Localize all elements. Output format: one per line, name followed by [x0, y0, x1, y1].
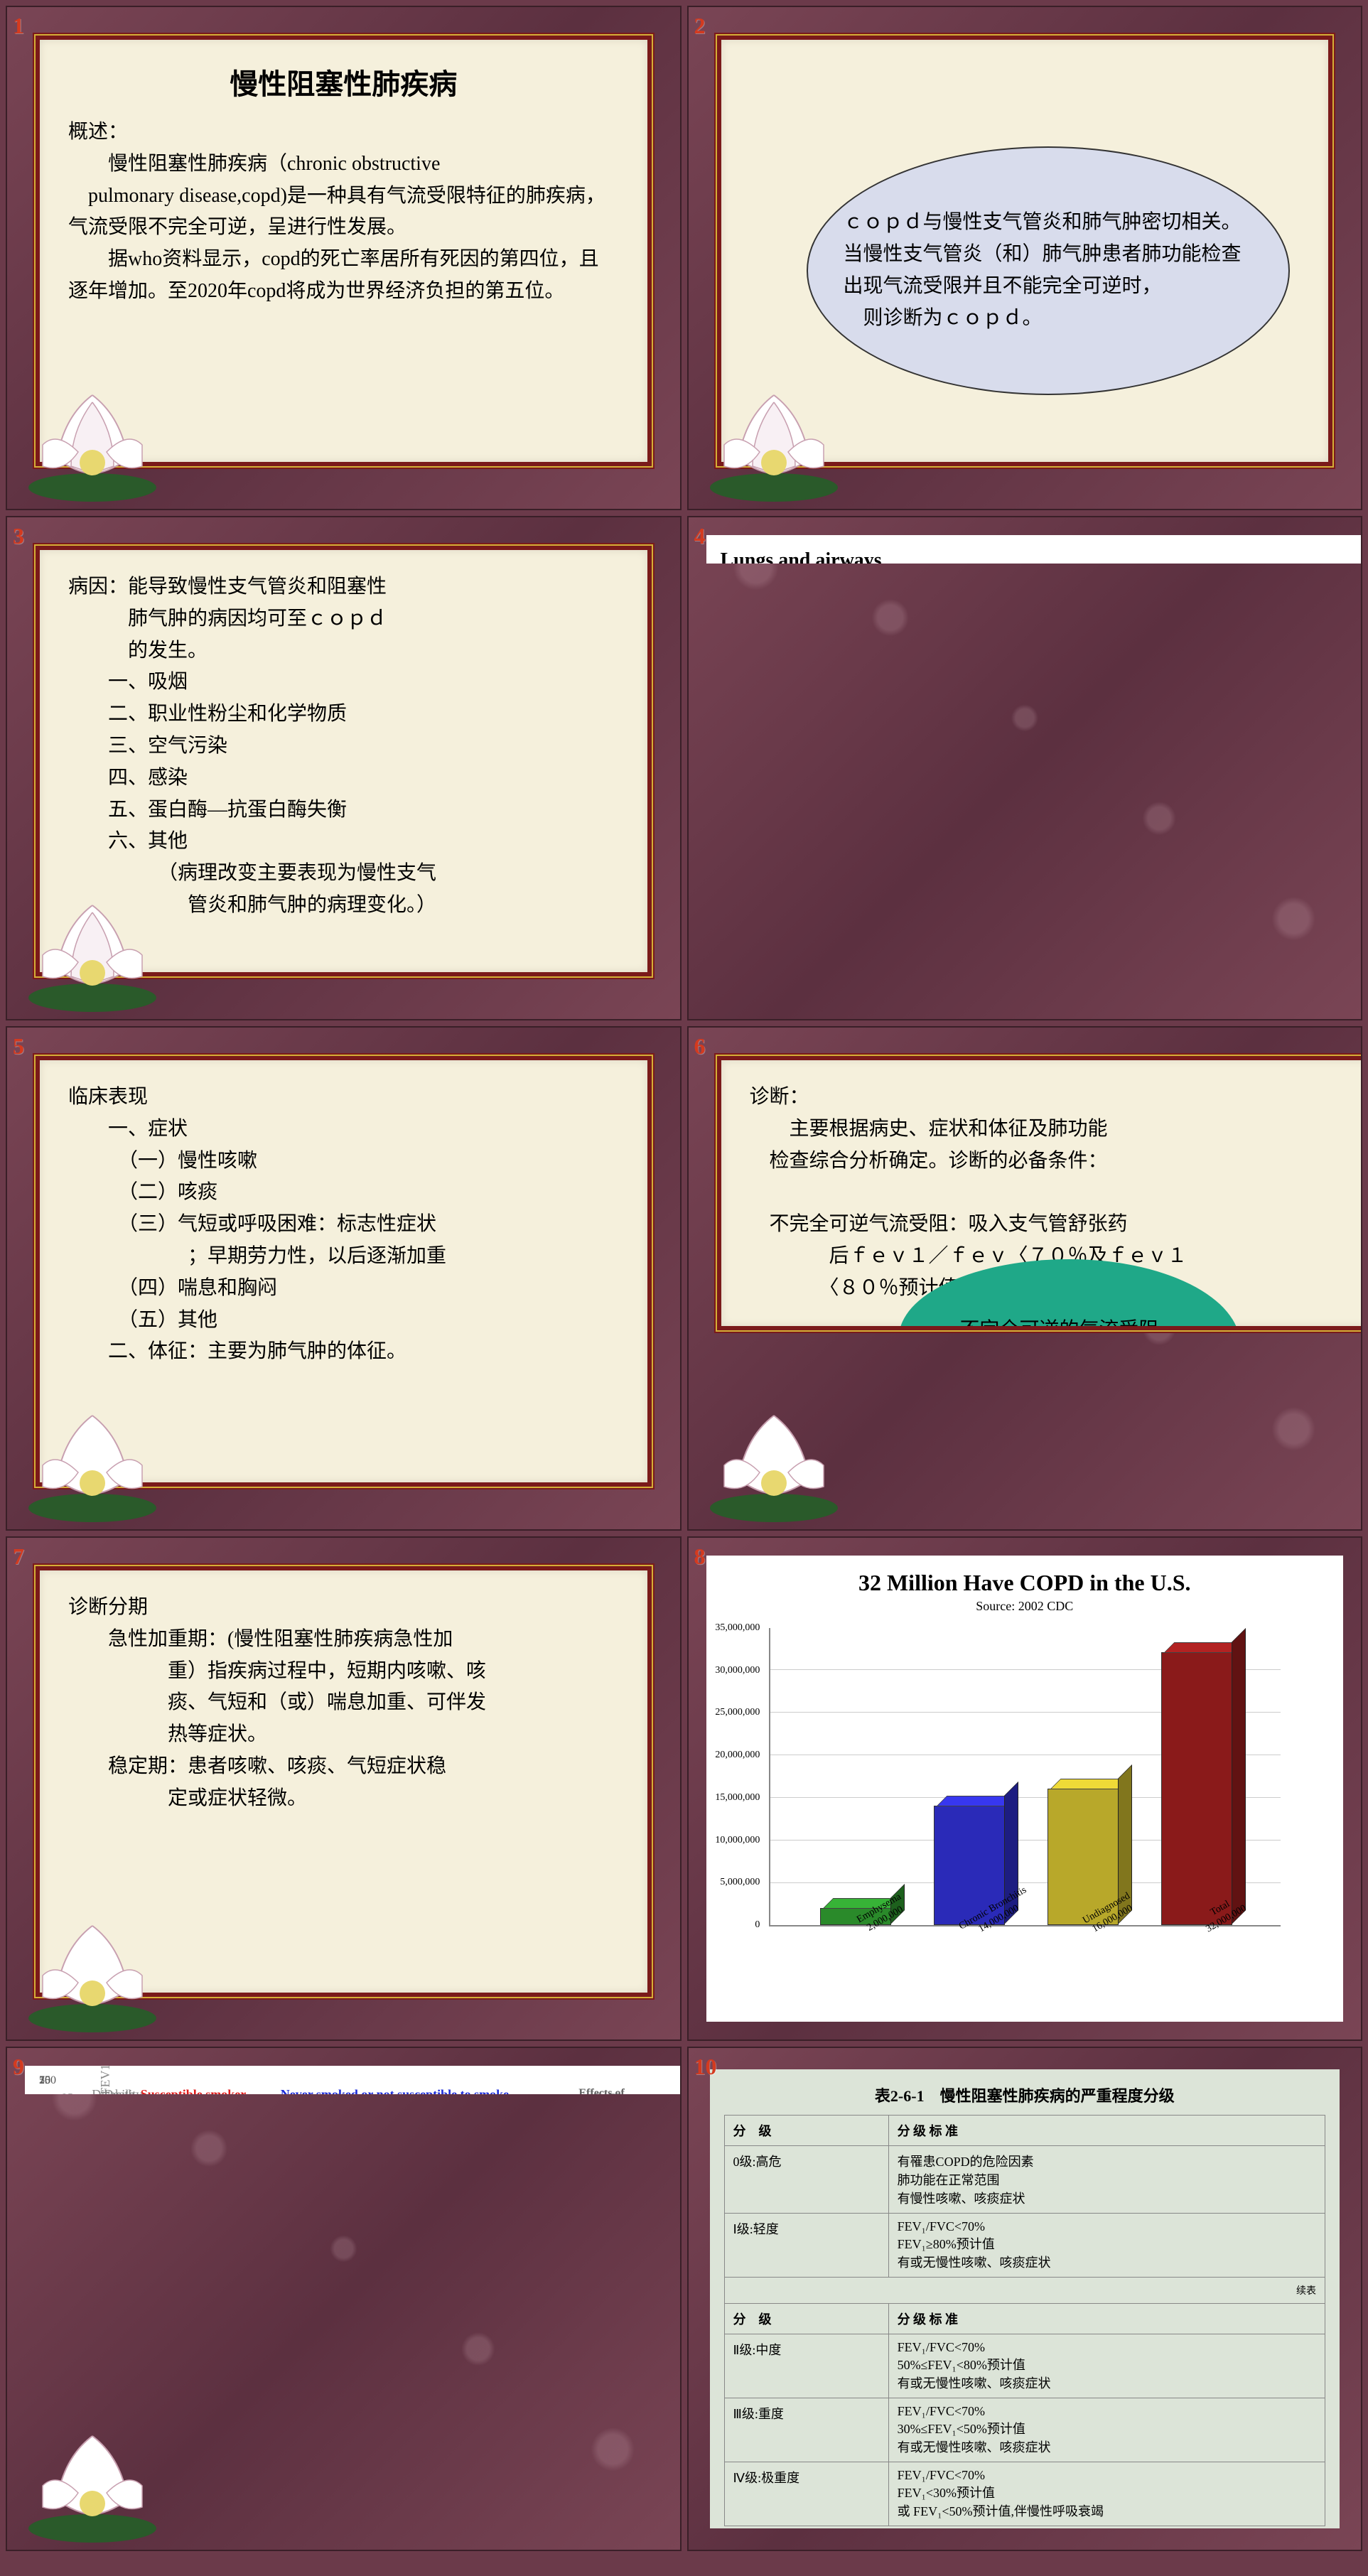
y-tick-label: 25,000,000: [715, 1707, 760, 1718]
lotus-icon: [687, 360, 873, 510]
lotus-icon: [6, 870, 192, 1020]
table-cell: 有罹患COPD的危险因素 肺功能在正常范围 有慢性咳嗽、咳痰症状: [888, 2146, 1325, 2214]
table-header: 分 级 标 准: [888, 2116, 1325, 2146]
ellipse-callout: ｃｏｐｄ与慢性支气管炎和肺气肿密切相关。当慢性支气管炎（和）肺气肿患者肺功能检查…: [807, 146, 1290, 395]
slide-body: 病因：能导致慢性支气管炎和阻塞性 肺气肿的病因均可至ｃｏｐｄ 的发生。 一、吸烟…: [68, 571, 619, 922]
label-death: Death: [104, 2087, 134, 2094]
ytick: 100: [39, 2074, 56, 2087]
slide-number: 7: [13, 1543, 24, 1570]
table-cell: FEV₁/FVC<70% 50%≤FEV₁<80%预计值 有或无慢性咳嗽、咳痰症…: [888, 2334, 1325, 2398]
slide-number: 10: [694, 2054, 717, 2080]
table-cell: FEV₁/FVC<70% FEV₁<30%预计值 或 FEV₁<50%预计值,伴…: [888, 2462, 1325, 2526]
lotus-icon: [687, 1380, 873, 1531]
slide-title: 慢性阻塞性肺疾病: [68, 61, 619, 102]
xtick: 25: [62, 2092, 73, 2094]
slide-number: 5: [13, 1033, 24, 1060]
slide-2: 2 ｃｏｐｄ与慢性支气管炎和肺气肿密切相关。当慢性支气管炎（和）肺气肿患者肺功能…: [687, 6, 1363, 510]
table-cell: Ⅳ级:极重度: [724, 2462, 888, 2526]
severity-table: 分 级分 级 标 准0级:高危有罹患COPD的危险因素 肺功能在正常范围 有慢性…: [724, 2115, 1326, 2526]
slide-number: 3: [13, 523, 24, 549]
y-tick-label: 20,000,000: [715, 1750, 760, 1761]
slide-grid: 1 慢性阻塞性肺疾病 概述： 慢性阻塞性肺疾病（chronic obstruct…: [0, 0, 1368, 2557]
table-title: 表2-6-1 慢性阻塞性肺疾病的严重程度分级: [724, 2084, 1326, 2106]
slide-8: 8 32 Million Have COPD in the U.S. Sourc…: [687, 1536, 1363, 2041]
lotus-icon: [6, 2400, 192, 2551]
table-row: 0级:高危有罹患COPD的危险因素 肺功能在正常范围 有慢性咳嗽、咳痰症状: [724, 2146, 1325, 2214]
anatomy-box: Lungs and airways Trachea (windpipe) COP…: [706, 535, 1363, 564]
table-continue: 续表: [724, 2278, 1325, 2304]
lotus-icon: [6, 1890, 192, 2041]
chart-title: 32 Million Have COPD in the U.S.: [721, 1570, 1330, 1596]
slide-10: 10 表2-6-1 慢性阻塞性肺疾病的严重程度分级 分 级分 级 标 准0级:高…: [687, 2047, 1363, 2551]
slide-9: 9 FEV1 (% of value at age 25) Age (years…: [6, 2047, 682, 2551]
table-cell: 0级:高危: [724, 2146, 888, 2214]
y-tick-label: 10,000,000: [715, 1835, 760, 1846]
bar-chart: 05,000,00010,000,00015,000,00020,000,000…: [769, 1628, 1281, 1926]
table-header: 分 级 标 准: [888, 2304, 1325, 2334]
bar: [1161, 1652, 1232, 1925]
table-row: Ⅳ级:极重度FEV₁/FVC<70% FEV₁<30%预计值 或 FEV₁<50…: [724, 2462, 1325, 2526]
slide-body: 诊断分期 急性加重期：(慢性阻塞性肺疾病急性加 重）指疾病过程中，短期内咳嗽、咳…: [68, 1592, 619, 1815]
table-cell: Ⅲ级:重度: [724, 2398, 888, 2462]
table-cell: Ⅰ级:轻度: [724, 2214, 888, 2278]
slide-7: 7 诊断分期 急性加重期：(慢性阻塞性肺疾病急性加 重）指疾病过程中，短期内咳嗽…: [6, 1536, 682, 2041]
slide-6: 6 诊断： 主要根据病史、症状和体征及肺功能 检查综合分析确定。诊断的必备条件：…: [687, 1026, 1363, 1531]
y-tick-label: 30,000,000: [715, 1665, 760, 1676]
slide-body: 临床表现 一、症状 （一）慢性咳嗽 （二）咳痰 （三）气短或呼吸困难：标志性症状…: [68, 1082, 619, 1368]
table-row: Ⅱ级:中度FEV₁/FVC<70% 50%≤FEV₁<80%预计值 有或无慢性咳…: [724, 2334, 1325, 2398]
slide-5: 5 临床表现 一、症状 （一）慢性咳嗽 （二）咳痰 （三）气短或呼吸困难：标志性…: [6, 1026, 682, 1531]
y-tick-label: 0: [755, 1919, 760, 1931]
lotus-icon: [6, 1380, 192, 1531]
table-box: 表2-6-1 慢性阻塞性肺疾病的严重程度分级 分 级分 级 标 准0级:高危有罹…: [710, 2069, 1340, 2528]
chart-subtitle: Source: 2002 CDC: [721, 1599, 1330, 1614]
table-header: 分 级: [724, 2304, 888, 2334]
slide-4: 4 Lungs and airways Trachea (windpipe) C…: [687, 516, 1363, 1020]
line-chart-box: FEV1 (% of value at age 25) Age (years) …: [25, 2066, 682, 2094]
anatomy-title: Lungs and airways: [721, 549, 882, 564]
y-tick-label: 15,000,000: [715, 1792, 760, 1804]
table-row: Ⅲ级:重度FEV₁/FVC<70% 30%≤FEV₁<50%预计值 有或无慢性咳…: [724, 2398, 1325, 2462]
lotus-icon: [6, 360, 192, 510]
slide-3: 3 病因：能导致慢性支气管炎和阻塞性 肺气肿的病因均可至ｃｏｐｄ 的发生。 一、…: [6, 516, 682, 1020]
label-never: Never smoked or not susceptible to smoke: [281, 2087, 509, 2094]
table-cell: FEV₁/FVC<70% 30%≤FEV₁<50%预计值 有或无慢性咳嗽、咳痰症…: [888, 2398, 1325, 2462]
slide-number: 6: [694, 1033, 706, 1060]
content-box: 诊断： 主要根据病史、症状和体征及肺功能 检查综合分析确定。诊断的必备条件： 不…: [717, 1056, 1363, 1330]
label-effects2: Effects of stopping smoking: [578, 2087, 664, 2094]
slide-1: 1 慢性阻塞性肺疾病 概述： 慢性阻塞性肺疾病（chronic obstruct…: [6, 6, 682, 510]
slide-number: 2: [694, 13, 706, 39]
cloud-text: 不完全可逆的气流受阻。: [959, 1315, 1178, 1330]
chart-box: 32 Million Have COPD in the U.S. Source:…: [706, 1556, 1344, 2022]
table-cell: Ⅱ级:中度: [724, 2334, 888, 2398]
ellipse-text: ｃｏｐｄ与慢性支气管炎和肺气肿密切相关。当慢性支气管炎（和）肺气肿患者肺功能检查…: [844, 207, 1253, 334]
label-susceptible: Susceptible smoker: [141, 2087, 247, 2094]
table-header: 分 级: [724, 2116, 888, 2146]
slide-number: 8: [694, 1543, 706, 1570]
slide-number: 1: [13, 13, 24, 39]
slide-number: 4: [694, 523, 706, 549]
table-cell: FEV₁/FVC<70% FEV₁≥80%预计值 有或无慢性咳嗽、咳痰症状: [888, 2214, 1325, 2278]
y-tick-label: 5,000,000: [720, 1877, 760, 1888]
slide-body: 概述： 慢性阻塞性肺疾病（chronic obstructive pulmona…: [68, 117, 619, 308]
y-tick-label: 35,000,000: [715, 1622, 760, 1634]
slide-number: 9: [13, 2054, 24, 2080]
table-row: Ⅰ级:轻度FEV₁/FVC<70% FEV₁≥80%预计值 有或无慢性咳嗽、咳痰…: [724, 2214, 1325, 2278]
